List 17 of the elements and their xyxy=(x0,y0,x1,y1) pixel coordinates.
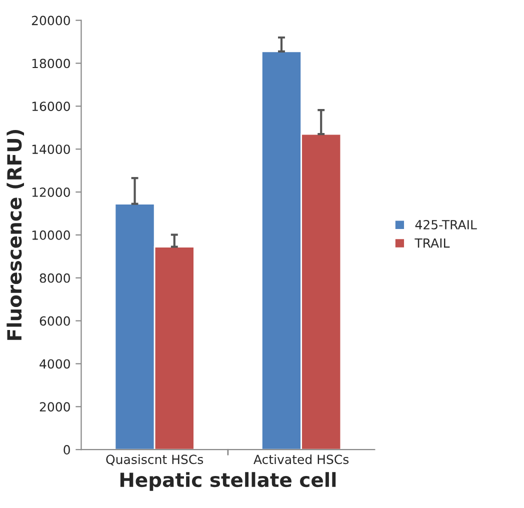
y-tick-label: 16000 xyxy=(32,102,70,112)
y-tick-label: 2000 xyxy=(40,402,70,412)
y-tick-label: 0 xyxy=(64,445,70,455)
legend-label: 425-TRAIL xyxy=(415,220,477,230)
x-tick-label: Quasiscnt HSCs xyxy=(106,454,204,466)
y-tick-label: 18000 xyxy=(32,58,70,68)
x-tick-label: Activated HSCs xyxy=(254,454,349,464)
legend-label: TRAIL xyxy=(414,238,450,248)
y-tick-label: 14000 xyxy=(32,144,70,154)
y-tick-label: 4000 xyxy=(40,359,70,369)
y-tick-label: 6000 xyxy=(40,316,70,326)
y-tick-label: 12000 xyxy=(32,187,70,197)
y-tick-label: 10000 xyxy=(32,230,70,240)
x-axis-title: Hepatic stellate cell xyxy=(120,472,336,491)
y-tick-label: 20000 xyxy=(32,16,70,26)
y-axis-title: Fluorescence (RFU) xyxy=(6,130,24,340)
y-tick-label: 8000 xyxy=(40,273,70,283)
